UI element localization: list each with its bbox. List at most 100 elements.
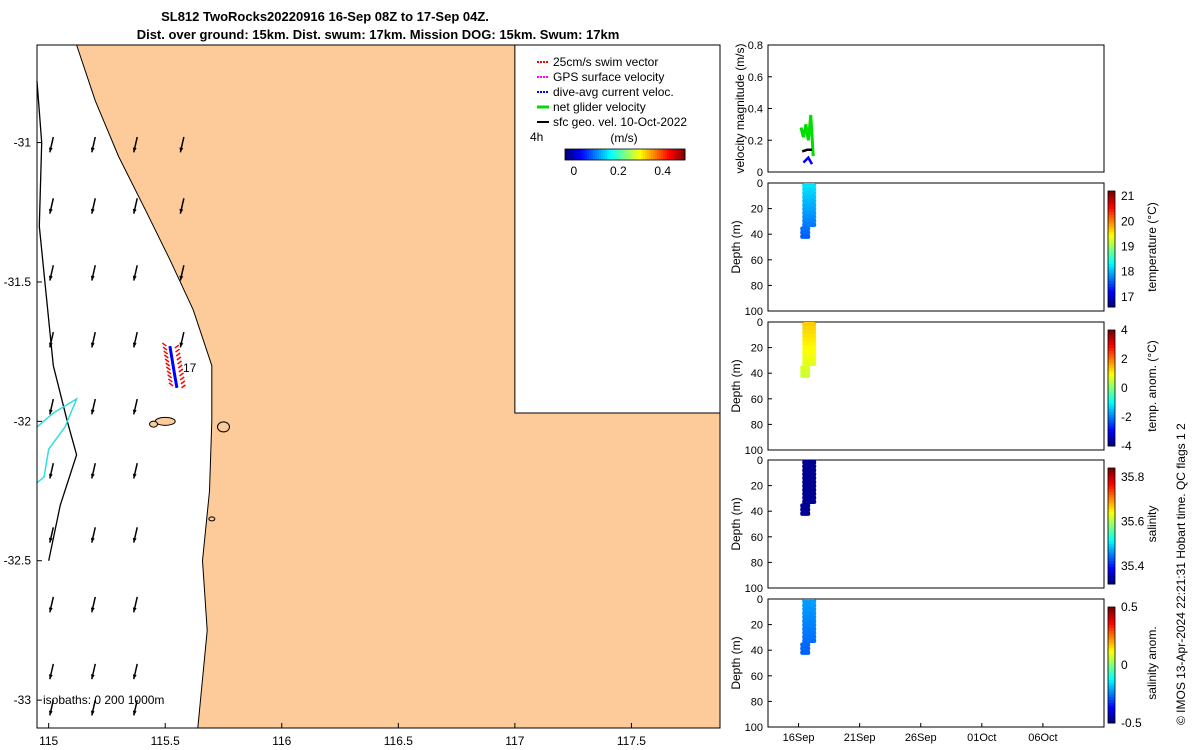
current-arrow-21 [132, 462, 138, 479]
profile-cell [800, 507, 811, 512]
profile-y-tick: 40 [751, 645, 763, 657]
time-tick-label: 06Oct [1028, 732, 1057, 744]
map-y-ticks: -31 -31.5 -32 -32.5 -33 [4, 136, 42, 707]
profile-cell [802, 206, 817, 212]
profile-cell [802, 183, 817, 188]
profile-cell [800, 646, 811, 651]
swim-vector-17 [179, 376, 185, 381]
profile-y-label: Depth (m) [729, 220, 743, 273]
swim-vector-19 [180, 380, 186, 385]
profile-y-tick: 20 [751, 204, 763, 216]
profile-cell [802, 467, 817, 473]
profile-frame [767, 182, 1105, 312]
swim-vector-7 [176, 356, 182, 361]
glider-track [161, 342, 186, 389]
profile-cell [800, 650, 811, 655]
profile-cell [802, 599, 817, 604]
current-arrow-5 [90, 198, 97, 214]
profile-y-label: Depth (m) [729, 359, 743, 412]
swim-vector-1 [174, 344, 180, 349]
legend-label-gps-velocity: GPS surface velocity [553, 70, 664, 84]
map-frame [36, 44, 721, 729]
swim-vector-5 [175, 352, 181, 357]
map-colorbar: 0 0.2 0.4 [564, 148, 686, 178]
velocity-series-1 [802, 155, 814, 165]
velocity-y-label: velocity magnitude (m/s) [733, 43, 747, 173]
profile-y-tick: 20 [751, 620, 763, 632]
profile-panel-salinity: 0 20 40 60 80 100 Depth (m) 35.4 35.6 35.8 salinit… [729, 455, 1159, 595]
profile-cell [802, 491, 817, 497]
profile-cell [800, 373, 811, 378]
profile-cell [802, 341, 817, 347]
profile-cell [802, 483, 817, 489]
swim-vector-3 [175, 348, 180, 353]
profile-panel-temp_anom: 0 20 40 60 80 100 Depth (m) -4 -2 0 2 4 temp. anom. … [729, 317, 1159, 457]
swim-vector-15 [179, 372, 184, 377]
velocity-series-2 [801, 148, 812, 153]
land-polygon [75, 44, 721, 729]
map-x-tick-label: 117 [505, 734, 524, 748]
legend-item-net-glider: net glider velocity [537, 100, 646, 114]
legend-label-sfc-geo: sfc geo. vel. 10-Oct-2022 [553, 115, 687, 129]
profile-cell [802, 614, 817, 620]
current-arrow-6 [132, 198, 138, 214]
profile-y-tick: 100 [745, 445, 763, 457]
current-arrow-4 [48, 198, 55, 214]
profile-y-tick: 40 [751, 506, 763, 518]
profile-colorbar-tick: 21 [1121, 189, 1135, 203]
profile-cell [802, 325, 817, 331]
current-arrow-2 [132, 136, 138, 153]
profile-cell [802, 495, 817, 501]
profile-cell [802, 361, 817, 367]
profile-cell [800, 642, 811, 647]
current-arrow-17 [90, 398, 97, 415]
map-x-tick-label: 116.5 [384, 734, 413, 748]
profile-cell [802, 345, 817, 351]
profile-y-tick: 60 [751, 394, 763, 406]
current-arrow-29 [90, 663, 97, 680]
profile-cell [802, 218, 817, 224]
profile-cell [802, 610, 817, 616]
legend-item-gps-velocity: GPS surface velocity [537, 70, 664, 84]
map-x-tick-label: 115.5 [151, 734, 180, 748]
island-1 [149, 420, 159, 428]
legend-label-net-glider: net glider velocity [553, 100, 646, 114]
map-x-tick-label: 117.5 [617, 734, 646, 748]
legend-label-dive-avg: dive-avg current veloc. [553, 85, 674, 99]
island-0 [154, 416, 176, 426]
profile-y-tick: 60 [751, 671, 763, 683]
swim-vector-10 [165, 362, 171, 367]
current-arrow-11 [179, 265, 185, 281]
profile-cell [802, 337, 817, 343]
profile-colorbar-tick: 4 [1121, 323, 1128, 337]
swim-vector-9 [177, 360, 182, 365]
profile-colorbar-tick: 0 [1121, 381, 1128, 395]
legend-4h-label: 4h [530, 130, 543, 144]
profile-colorbar-tick: -2 [1121, 410, 1132, 424]
profile-panel-salinity_anom: 0 20 40 60 80 100 Depth (m) -0.5 0 0.5 salinity an… [729, 594, 1159, 734]
profile-cell [802, 333, 817, 339]
map-x-tick-label: 115 [39, 734, 58, 748]
velocity-series-0 [799, 114, 815, 157]
current-arrow-15 [179, 331, 185, 348]
day-annotation: 17 [183, 361, 197, 375]
current-arrow-13 [90, 331, 97, 348]
current-arrow-26 [90, 596, 97, 613]
swim-vector-2 [162, 346, 168, 351]
profile-colorbar-tick: 0 [1121, 658, 1128, 672]
profile-colorbar: 17 18 19 20 21 [1107, 189, 1135, 308]
profile-cell [802, 210, 817, 216]
legend-item-dive-avg: dive-avg current veloc. [537, 85, 674, 99]
profile-cell [802, 202, 817, 208]
profile-y-tick: 40 [751, 368, 763, 380]
copyright-footer: © IMOS 13-Apr-2024 22:21:31 Hobart time.… [1174, 423, 1188, 725]
current-arrow-9 [90, 265, 97, 281]
velocity-y-tick: 0.4 [748, 104, 763, 116]
profile-y-tick: 100 [745, 583, 763, 595]
profile-cell [802, 626, 817, 632]
profile-y-tick: 60 [751, 532, 763, 544]
profile-colorbar-tick: 19 [1121, 239, 1135, 253]
current-arrow-23 [90, 527, 97, 543]
map-x-ticks: 115 115.5 116 116.5 117 117.5 [39, 723, 646, 748]
profile-colorbar-tick: 35.8 [1121, 470, 1145, 484]
